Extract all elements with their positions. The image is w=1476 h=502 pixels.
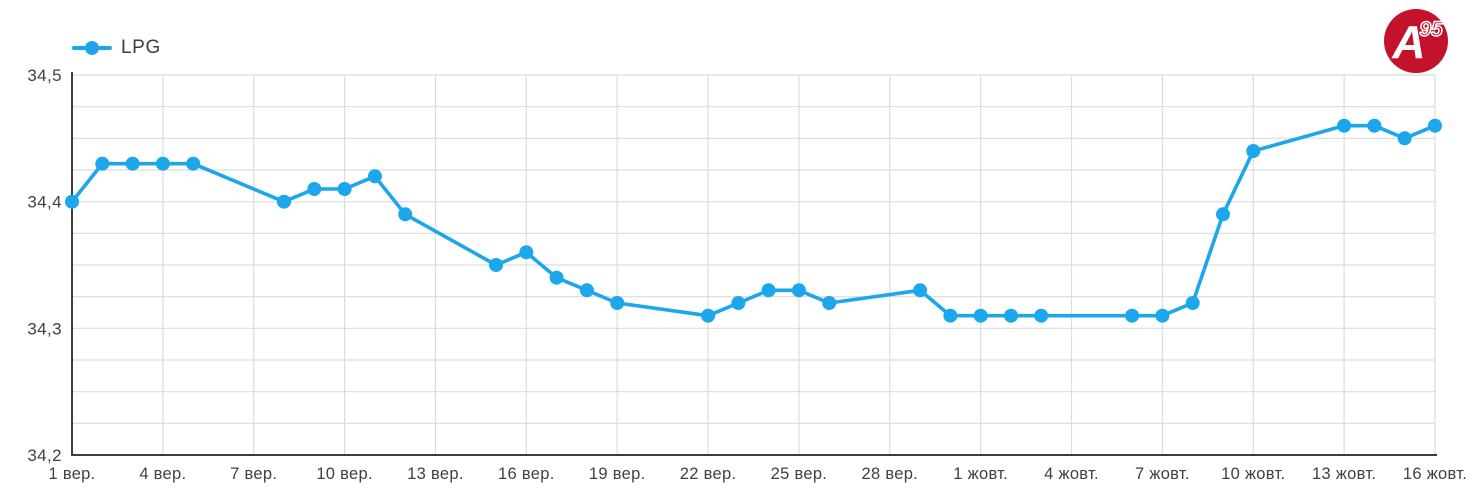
a95-logo-circle (1384, 9, 1448, 73)
data-point[interactable] (307, 182, 322, 196)
x-tick-label: 7 вер. (230, 465, 277, 483)
data-point[interactable] (1246, 144, 1261, 158)
data-point[interactable] (1125, 308, 1140, 323)
x-tick-label: 10 жовт. (1221, 465, 1285, 483)
a95-logo-superscript: 95 (1419, 18, 1443, 41)
x-tick-label: 25 вер. (771, 465, 828, 483)
data-point[interactable] (610, 296, 625, 310)
data-point[interactable] (1397, 131, 1412, 146)
data-point[interactable] (398, 207, 413, 222)
a95-logo: A 95 (1384, 9, 1448, 73)
series-line-lpg (70, 123, 1437, 318)
x-tick-label: 7 жовт. (1135, 465, 1190, 483)
x-tick-label: 16 вер. (498, 465, 555, 483)
data-point[interactable] (95, 156, 110, 171)
x-tick-label: 28 вер. (862, 465, 919, 483)
legend[interactable]: LPG (72, 37, 161, 59)
data-point[interactable] (1155, 308, 1170, 323)
gridlines (72, 74, 1436, 455)
data-point[interactable] (913, 283, 928, 298)
x-tick-label: 1 жовт. (953, 465, 1008, 483)
legend-label: LPG (121, 37, 161, 58)
y-tick-label: 34,5 (27, 66, 62, 85)
data-point[interactable] (337, 182, 352, 196)
data-point[interactable] (791, 283, 806, 298)
data-point[interactable] (489, 258, 503, 272)
axes (71, 72, 1437, 456)
data-point[interactable] (367, 169, 382, 184)
data-point[interactable] (973, 308, 988, 323)
data-point[interactable] (822, 296, 837, 310)
data-point[interactable] (731, 296, 746, 310)
data-point[interactable] (549, 270, 564, 285)
data-point[interactable] (579, 283, 594, 298)
y-tick-label: 34,2 (27, 446, 62, 465)
y-tick-label: 34,4 (27, 193, 62, 212)
data-point[interactable] (1004, 308, 1018, 323)
axis-labels: 34,2 34,3 34,4 34,5 1 вер. 4 вер. 7 вер. 10 вер… (27, 66, 1467, 483)
data-point[interactable] (155, 156, 170, 171)
a95-logo-letter: A (1391, 16, 1425, 68)
series-lpg (65, 118, 1442, 323)
x-tick-label: 4 вер. (139, 465, 186, 483)
data-point[interactable] (701, 308, 716, 323)
legend-line-dot-icon (72, 40, 112, 56)
data-point[interactable] (1428, 118, 1442, 133)
data-point[interactable] (65, 194, 79, 209)
x-tick-label: 4 жовт. (1044, 465, 1099, 483)
data-point[interactable] (1185, 296, 1200, 310)
data-point[interactable] (277, 194, 291, 209)
x-tick-label: 16 жовт. (1403, 465, 1467, 483)
data-point[interactable] (125, 156, 140, 171)
data-point[interactable] (943, 308, 958, 323)
data-point[interactable] (1367, 118, 1382, 133)
data-point[interactable] (1216, 207, 1230, 222)
x-tick-label: 13 вер. (407, 465, 464, 483)
x-tick-label: 10 вер. (316, 465, 373, 483)
x-tick-label: 13 жовт. (1312, 465, 1376, 483)
data-point[interactable] (186, 156, 201, 171)
data-point[interactable] (1034, 308, 1049, 323)
x-tick-label: 22 вер. (680, 465, 737, 483)
data-point[interactable] (519, 245, 534, 260)
data-point[interactable] (761, 283, 776, 298)
x-tick-label: 1 вер. (48, 465, 95, 483)
x-tick-label: 19 вер. (589, 465, 646, 483)
legend-dot-swatch (85, 41, 99, 55)
data-point[interactable] (1337, 118, 1352, 133)
y-tick-label: 34,3 (27, 319, 62, 338)
